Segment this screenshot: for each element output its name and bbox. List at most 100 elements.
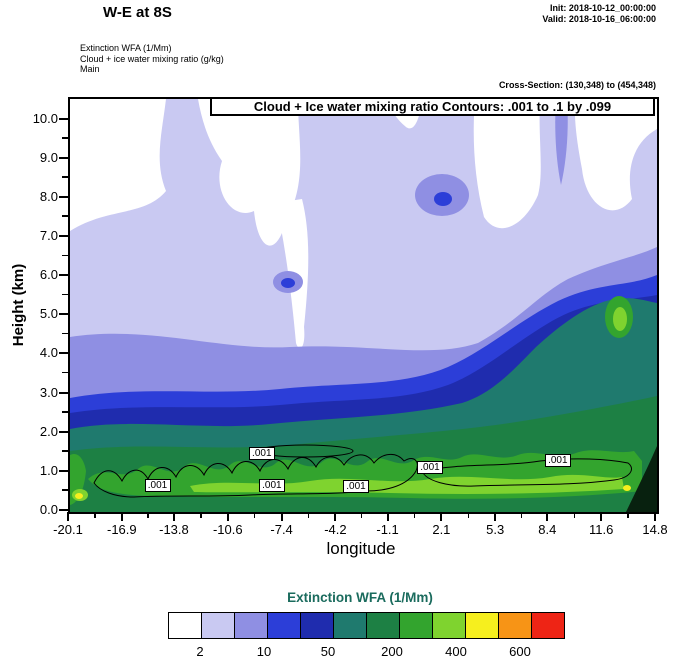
white-region-top-right [574,99,657,211]
x-tick-label: -4.2 [324,522,347,537]
colorbar-cell [367,613,400,638]
y-tick-mark [59,274,68,277]
colorbar-cell [202,613,235,638]
cloud-contour-lines [93,444,632,498]
white-region-upper-left [198,99,301,246]
x-tick-mark [120,512,123,521]
y-tick-mark [59,469,68,472]
contour-label: .001 [144,478,171,492]
x-minor-tick-mark [147,512,149,518]
y-tick-label: 10.0 [32,110,58,126]
y-tick-mark [59,313,68,316]
colorbar-cell [532,613,564,638]
x-tick-mark [172,512,175,521]
x-minor-tick-mark [413,512,416,518]
model-domain-line: Main [80,64,100,74]
x-tick-label: 14.8 [642,522,668,537]
x-minor-tick-mark [573,512,576,518]
x-axis-label: longitude [326,539,396,558]
y-tick-mark [59,430,68,433]
colorbar-cell [301,613,334,638]
contour-label: .001 [416,460,443,474]
y-tick-mark [59,391,68,394]
colorbar-cell [169,613,202,638]
green-blob-right-inner [613,307,627,331]
contour-label: .001 [258,478,285,492]
x-tick-label: 5.3 [486,522,505,537]
x-tick-mark [280,512,283,521]
periwinkle-streak-top-right [555,99,568,185]
x-minor-tick-mark [307,512,310,518]
y-tick-mark [59,195,68,198]
contour-label: .001 [544,454,571,468]
x-tick-label: -7.4 [270,522,293,537]
y-minor-tick-mark [62,176,68,178]
yellow-speck-right [623,485,631,491]
y-minor-tick-mark [62,411,68,413]
y-tick-label: 9.0 [39,149,58,165]
x-tick-mark [600,512,603,521]
y-minor-tick-mark [62,489,68,491]
x-tick-label: -20.1 [53,522,83,537]
white-region-top-center-right [473,99,541,229]
y-minor-tick-mark [62,254,68,257]
legend-tick-label: 10 [256,644,272,659]
field-description-block: Extinction WFA (1/Mm) Cloud + ice water … [80,43,224,75]
y-tick-label: 8.0 [39,188,58,204]
y-tick-mark [59,234,68,237]
contour-spec-title: Cloud + Ice water mixing ratio Contours:… [210,97,655,116]
terrain-silhouette [626,446,657,512]
cloud-contour-loop-right [421,458,632,487]
x-tick-mark [334,512,337,521]
shaded-field-line: Extinction WFA (1/Mm) [80,43,172,53]
y-tick-mark [59,156,68,159]
colorbar-cell [334,613,367,638]
y-tick-label: 1.0 [39,462,58,478]
y-tick-label: 0.0 [39,502,58,517]
y-minor-tick-mark [62,137,68,139]
x-tick-label: -16.9 [106,522,137,537]
y-tick-label: 3.0 [39,384,58,400]
y-tick-label: 5.0 [39,306,58,322]
white-region-top-left [70,99,166,231]
x-tick-label: -1.1 [376,522,399,537]
y-minor-tick-mark [62,215,68,217]
x-tick-mark [546,512,549,521]
page-title: W-E at 8S [103,4,172,21]
extinction-contour-field [70,99,657,512]
colorbar-cell [466,613,499,638]
y-minor-tick-mark [62,293,68,296]
x-minor-tick-mark [200,512,202,518]
init-time-label: Init: 2018-10-12_00:00:00 [549,3,656,13]
colorbar-cell [433,613,466,638]
legend-tick-label: 400 [445,644,467,659]
legend-tick-label: 2 [196,644,204,659]
y-tick-label: 2.0 [39,423,58,439]
plot-area [68,97,659,514]
x-tick-mark [494,512,497,521]
x-tick-mark [226,512,229,521]
x-tick-label: -13.8 [159,522,189,537]
legend-title: Extinction WFA (1/Mm) [287,590,433,605]
y-tick-label: 4.0 [39,345,58,361]
y-minor-tick-mark [62,371,68,374]
cloud-contour-scalloped-left [93,454,418,498]
legend-tick-label: 50 [320,644,336,659]
colorbar-cell [400,613,433,638]
y-tick-label: 6.0 [39,267,58,283]
y-tick-mark [59,509,68,511]
y-minor-tick-mark [62,450,68,452]
x-minor-tick-mark [467,512,470,518]
x-minor-tick-mark [520,512,523,518]
y-minor-tick-mark [62,332,68,335]
field-fill-regions [70,99,657,512]
time-block: Init: 2018-10-12_00:00:00 Valid: 2018-10… [542,3,656,25]
legend-tick-label: 600 [509,644,531,659]
y-tick-mark [59,352,68,355]
x-tick-mark [440,512,443,521]
blue-dot-mid-left [281,278,295,288]
x-minor-tick-mark [94,512,96,518]
colorbar-cell [499,613,532,638]
colorbar-cell [235,613,268,638]
